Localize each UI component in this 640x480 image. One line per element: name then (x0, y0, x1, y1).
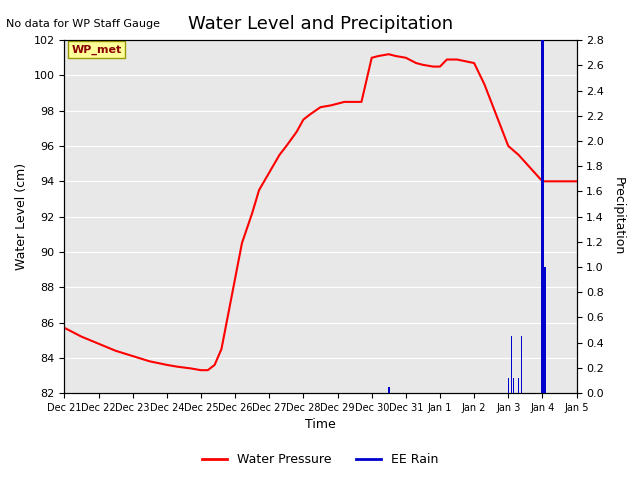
Legend: Water Pressure, EE Rain: Water Pressure, EE Rain (196, 448, 444, 471)
Text: No data for WP Staff Gauge: No data for WP Staff Gauge (6, 19, 161, 29)
Title: Water Level and Precipitation: Water Level and Precipitation (188, 15, 453, 33)
Y-axis label: Precipitation: Precipitation (612, 178, 625, 256)
Bar (511, 336, 512, 393)
X-axis label: Time: Time (305, 419, 336, 432)
Bar (544, 267, 546, 393)
Bar (518, 378, 519, 393)
Bar (388, 387, 390, 393)
Text: WP_met: WP_met (71, 45, 122, 55)
Bar (513, 378, 514, 393)
Bar (541, 40, 544, 393)
Bar (508, 378, 509, 393)
Y-axis label: Water Level (cm): Water Level (cm) (15, 163, 28, 270)
